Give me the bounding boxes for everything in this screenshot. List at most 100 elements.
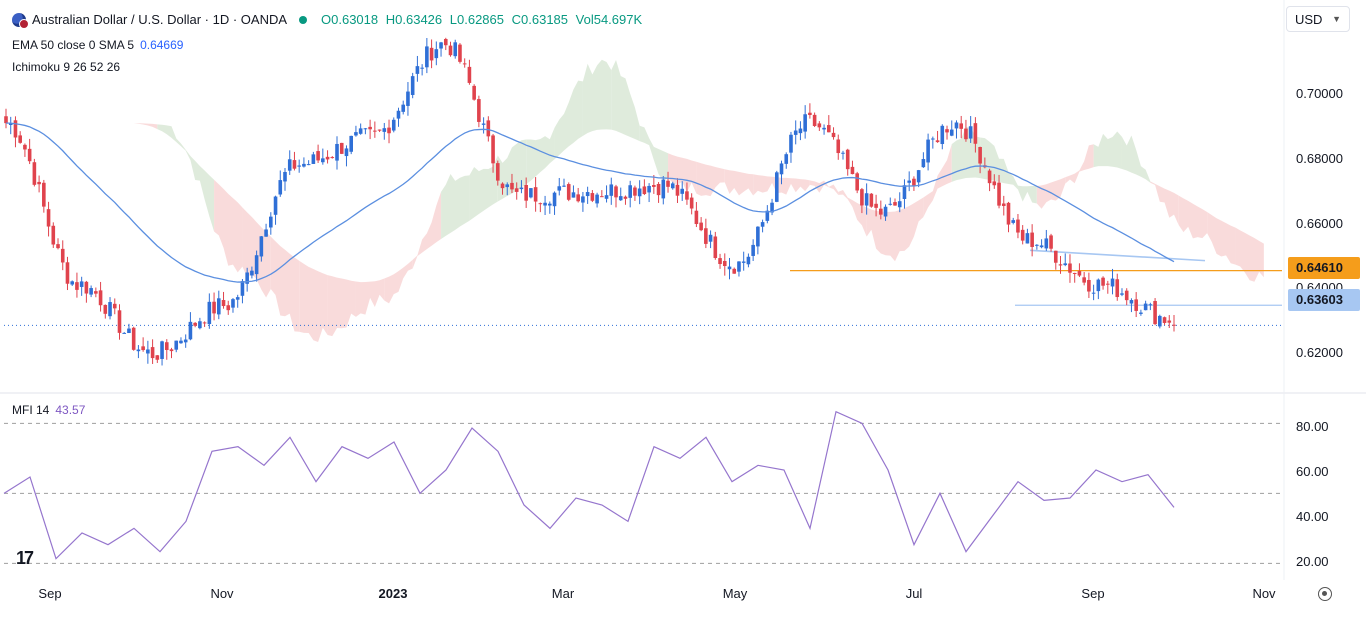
symbol-title[interactable]: Australian Dollar / U.S. Dollar · 1D · O… [32, 12, 288, 27]
candle-body [623, 196, 628, 199]
candle-body [37, 181, 41, 185]
candle-body [13, 120, 18, 138]
candle-body [722, 260, 727, 267]
candle-body [112, 303, 117, 309]
ema-legend[interactable]: EMA 50 close 0 SMA 5 0.64669 [12, 38, 183, 52]
candle-body [822, 127, 826, 130]
ichimoku-cloud-bearish [214, 179, 243, 273]
candle-body [27, 148, 32, 162]
candle-body [287, 159, 292, 171]
mfi-legend[interactable]: MFI 14 43.57 [12, 403, 85, 417]
candle-body [406, 91, 410, 106]
settings-icon[interactable] [1318, 587, 1332, 601]
candle-body [179, 340, 183, 344]
time-axis-label: Mar [551, 586, 575, 601]
candle-body [1068, 263, 1072, 273]
candle-body [316, 151, 320, 161]
time-axis-label: Nov [1252, 586, 1276, 601]
candle-body [373, 130, 377, 132]
candle-body [614, 186, 618, 198]
candle-body [467, 66, 472, 83]
candle-body [1053, 250, 1058, 263]
candle-body [491, 135, 495, 164]
tradingview-logo[interactable]: 17 [16, 548, 34, 568]
price-axis-label: 0.66000 [1296, 216, 1343, 231]
candle-body [1139, 312, 1143, 314]
candle-body [240, 281, 245, 296]
candle-body [1082, 277, 1086, 283]
candle-body [1006, 202, 1011, 225]
ichimoku-legend[interactable]: Ichimoku 9 26 52 26 [12, 60, 120, 74]
candle-body [325, 156, 330, 160]
candle-body [46, 209, 51, 227]
candle-body [150, 347, 155, 359]
candle-body [127, 328, 131, 334]
candle-body [335, 143, 339, 161]
ichimoku-cloud-bearish [838, 189, 867, 237]
candle-body [330, 157, 335, 159]
time-axis-label: Sep [1081, 586, 1105, 601]
candle-body [718, 258, 722, 265]
candle-body [1072, 272, 1077, 274]
candle-body [921, 159, 926, 168]
candle-body [1162, 317, 1167, 323]
candle-body [1148, 304, 1153, 306]
candle-body [1049, 235, 1053, 249]
ohlc-open: O0.63018 [321, 12, 379, 27]
ichimoku-cloud-bearish [923, 144, 952, 218]
ema-value: 0.64669 [140, 38, 184, 52]
candle-body [1129, 300, 1134, 304]
candle-body [798, 128, 803, 134]
candle-body [311, 154, 316, 164]
ichimoku-cloud-bearish [128, 123, 158, 130]
ichimoku-cloud-bearish [668, 153, 697, 194]
candle-body [259, 236, 264, 257]
candle-body [1134, 299, 1138, 311]
candle-body [642, 186, 647, 195]
candle-body [1001, 203, 1006, 206]
candle-body [146, 349, 150, 354]
candle-body [254, 255, 259, 275]
candle-body [618, 196, 623, 201]
candle-body [354, 132, 358, 136]
candle-body [893, 202, 897, 206]
ichimoku-cloud-bullish [1008, 172, 1037, 204]
candle-body [557, 186, 562, 191]
candle-body [1124, 290, 1129, 301]
candle-body [727, 266, 732, 270]
candle-body [552, 192, 557, 207]
candle-body [193, 322, 197, 326]
candle-body [633, 187, 637, 196]
ichimoku-cloud-bearish [299, 260, 328, 343]
candle-body [458, 44, 462, 62]
candle-body [661, 179, 666, 199]
candle-body [538, 203, 543, 205]
candle-body [741, 261, 746, 263]
level-price-tag: 0.63603 [1288, 289, 1360, 311]
symbol-legend: Australian Dollar / U.S. Dollar · 1D · O… [12, 12, 646, 29]
ichimoku-cloud-bearish [412, 191, 442, 269]
candle-body [70, 281, 75, 285]
mfi-axis-label: 20.00 [1296, 554, 1329, 569]
candle-body [368, 126, 372, 130]
candle-body [198, 321, 202, 329]
candle-body [751, 244, 755, 256]
candle-body [774, 172, 779, 202]
currency-select[interactable]: USD ▼ [1286, 6, 1350, 32]
candle-body [510, 182, 514, 190]
candle-body [675, 184, 680, 196]
candle-body [581, 196, 585, 203]
candle-body [812, 114, 817, 126]
candle-body [992, 181, 997, 186]
candle-body [529, 188, 533, 198]
ichimoku-cloud-bearish [327, 275, 356, 337]
candle-body [363, 128, 368, 130]
candle-body [212, 301, 216, 314]
candle-body [94, 291, 98, 294]
candle-body [855, 173, 859, 191]
candle-body [141, 346, 145, 351]
ichimoku-cloud-bullish [497, 139, 527, 202]
candle-body [543, 202, 547, 206]
